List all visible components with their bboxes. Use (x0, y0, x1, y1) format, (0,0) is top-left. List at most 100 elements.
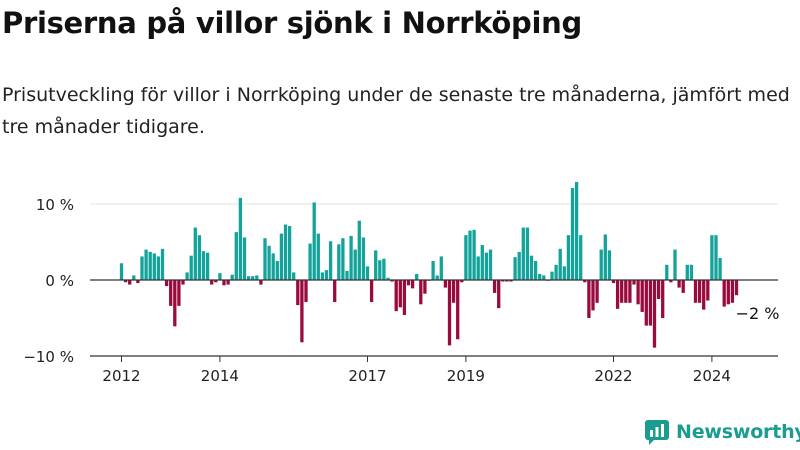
bar (345, 270, 349, 280)
bar (185, 272, 189, 280)
bar (521, 227, 525, 280)
bar (189, 255, 193, 280)
axes (90, 279, 778, 362)
bar (226, 280, 230, 285)
bar (251, 276, 255, 280)
bar (583, 280, 587, 283)
bar (415, 273, 419, 280)
bar (632, 280, 636, 285)
bar (464, 235, 468, 280)
bar (665, 264, 669, 280)
bar (517, 251, 521, 280)
bar (492, 280, 497, 293)
bar (661, 280, 665, 318)
bar (390, 280, 394, 282)
bar (591, 280, 595, 311)
bar (173, 280, 177, 327)
bar (644, 280, 648, 326)
brand-logo[interactable]: Newsworthy (644, 419, 800, 445)
brand-name: Newsworthy (676, 421, 800, 443)
bar (361, 237, 366, 280)
bar (562, 266, 566, 280)
newsworthy-logo-icon (645, 420, 669, 445)
bar (722, 280, 726, 307)
chart-title: Priserna på villor sjönk i Norrköping (2, 6, 582, 40)
bar (538, 273, 542, 280)
bar (410, 280, 415, 289)
bar (304, 280, 308, 303)
bar (488, 249, 493, 280)
chart-subtitle: Prisutveckling för villor i Norrköping u… (2, 84, 790, 138)
bar (702, 280, 706, 310)
bar (431, 261, 435, 280)
y-tick-label: −10 % (23, 348, 74, 366)
bar (509, 280, 513, 282)
bar (607, 250, 612, 280)
bar (263, 238, 267, 280)
bar (574, 181, 579, 280)
bar (181, 280, 185, 285)
bar (439, 256, 443, 280)
bar (501, 280, 505, 282)
bar (419, 280, 423, 305)
bar (710, 235, 714, 280)
bar (152, 253, 156, 280)
bar (468, 230, 472, 280)
bar (378, 260, 382, 280)
bar (423, 280, 427, 294)
bar (238, 197, 243, 280)
bar (292, 272, 296, 280)
bar (406, 280, 411, 286)
bar (271, 253, 275, 280)
bar (267, 245, 271, 280)
bar (451, 280, 456, 303)
bar (128, 280, 132, 285)
bar (246, 276, 251, 280)
y-tick-label: 0 % (45, 272, 74, 290)
bar (177, 280, 181, 306)
x-tick-label: 2022 (594, 367, 632, 385)
bar (554, 264, 558, 280)
bar (132, 275, 136, 280)
bar (140, 256, 144, 280)
bar (337, 244, 341, 280)
bar (402, 280, 407, 315)
x-tick-label: 2017 (348, 367, 386, 385)
bar (300, 280, 304, 343)
bar (681, 280, 685, 293)
bar (615, 280, 620, 309)
bar (447, 280, 452, 346)
bar (283, 224, 288, 280)
bar (308, 243, 312, 280)
bar (624, 280, 628, 303)
bar (673, 249, 677, 280)
bar (398, 280, 402, 308)
bar (669, 280, 673, 283)
bar (369, 280, 374, 303)
bar (259, 280, 263, 285)
bar (730, 280, 735, 303)
bar (148, 251, 152, 280)
bar (456, 280, 460, 340)
bar (579, 235, 583, 280)
bar (333, 280, 337, 303)
bar (714, 235, 718, 280)
bar (164, 280, 169, 287)
bar (497, 280, 501, 309)
bar (382, 258, 386, 280)
bar (234, 232, 238, 280)
bar (628, 280, 632, 303)
bar (287, 226, 292, 280)
bar (205, 252, 210, 280)
bar (357, 220, 361, 280)
bar (656, 280, 661, 299)
bar (558, 248, 562, 280)
bar (324, 270, 329, 280)
bar (529, 255, 534, 280)
bar (222, 280, 226, 286)
bar (316, 233, 320, 280)
bar (550, 271, 554, 280)
bar (648, 280, 653, 326)
bar (603, 234, 607, 280)
